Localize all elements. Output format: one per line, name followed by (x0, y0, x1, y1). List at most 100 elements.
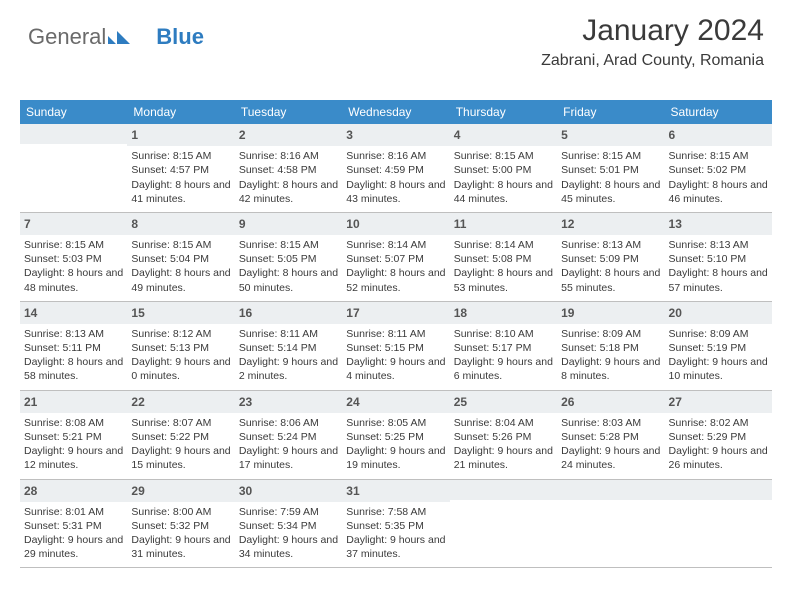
sunrise-text: Sunrise: 8:00 AM (131, 505, 230, 519)
daylight-text: Daylight: 9 hours and 24 minutes. (561, 444, 660, 472)
sunrise-text: Sunrise: 8:13 AM (669, 238, 768, 252)
week-row: 1Sunrise: 8:15 AMSunset: 4:57 PMDaylight… (20, 124, 772, 213)
daylight-text: Daylight: 8 hours and 49 minutes. (131, 266, 230, 294)
sunrise-text: Sunrise: 8:13 AM (24, 327, 123, 341)
sunrise-text: Sunrise: 8:09 AM (669, 327, 768, 341)
day-cell: 5Sunrise: 8:15 AMSunset: 5:01 PMDaylight… (557, 124, 664, 212)
sunset-text: Sunset: 5:11 PM (24, 341, 123, 355)
daylight-text: Daylight: 8 hours and 57 minutes. (669, 266, 768, 294)
sunset-text: Sunset: 5:18 PM (561, 341, 660, 355)
day-cell: 24Sunrise: 8:05 AMSunset: 5:25 PMDayligh… (342, 391, 449, 479)
day-cell (557, 480, 664, 568)
day-cell: 29Sunrise: 8:00 AMSunset: 5:32 PMDayligh… (127, 480, 234, 568)
sunrise-text: Sunrise: 8:16 AM (239, 149, 338, 163)
day-cell: 21Sunrise: 8:08 AMSunset: 5:21 PMDayligh… (20, 391, 127, 479)
daylight-text: Daylight: 9 hours and 2 minutes. (239, 355, 338, 383)
daylight-text: Daylight: 8 hours and 41 minutes. (131, 178, 230, 206)
daylight-text: Daylight: 9 hours and 17 minutes. (239, 444, 338, 472)
day-number: 20 (665, 302, 772, 324)
sunset-text: Sunset: 5:32 PM (131, 519, 230, 533)
sunrise-text: Sunrise: 8:08 AM (24, 416, 123, 430)
day-number: 27 (665, 391, 772, 413)
day-number: 13 (665, 213, 772, 235)
daylight-text: Daylight: 8 hours and 44 minutes. (454, 178, 553, 206)
sunrise-text: Sunrise: 8:15 AM (24, 238, 123, 252)
day-number: 7 (20, 213, 127, 235)
day-number: 10 (342, 213, 449, 235)
daylight-text: Daylight: 8 hours and 53 minutes. (454, 266, 553, 294)
daylight-text: Daylight: 8 hours and 50 minutes. (239, 266, 338, 294)
sunset-text: Sunset: 5:09 PM (561, 252, 660, 266)
sunset-text: Sunset: 5:01 PM (561, 163, 660, 177)
page-title: January 2024 (541, 14, 764, 48)
day-cell: 26Sunrise: 8:03 AMSunset: 5:28 PMDayligh… (557, 391, 664, 479)
day-cell: 11Sunrise: 8:14 AMSunset: 5:08 PMDayligh… (450, 213, 557, 301)
day-cell: 14Sunrise: 8:13 AMSunset: 5:11 PMDayligh… (20, 302, 127, 390)
sunrise-text: Sunrise: 8:02 AM (669, 416, 768, 430)
sunset-text: Sunset: 4:59 PM (346, 163, 445, 177)
day-number: 22 (127, 391, 234, 413)
sunrise-text: Sunrise: 8:11 AM (346, 327, 445, 341)
sunrise-text: Sunrise: 7:59 AM (239, 505, 338, 519)
logo: General Blue (28, 24, 204, 52)
day-cell (450, 480, 557, 568)
day-header-cell: Saturday (665, 100, 772, 124)
week-row: 28Sunrise: 8:01 AMSunset: 5:31 PMDayligh… (20, 480, 772, 569)
day-number: 1 (127, 124, 234, 146)
day-cell: 13 Sunrise: 8:13 AMSunset: 5:10 PMDayligh… (665, 213, 772, 301)
day-cell: 2 Sunrise: 8:16 AMSunset: 4:58 PMDaylight… (235, 124, 342, 212)
sunrise-text: Sunrise: 8:05 AM (346, 416, 445, 430)
day-number: 26 (557, 391, 664, 413)
sunset-text: Sunset: 5:31 PM (24, 519, 123, 533)
daylight-text: Daylight: 8 hours and 42 minutes. (239, 178, 338, 206)
day-header-row: SundayMondayTuesdayWednesdayThursdayFrid… (20, 100, 772, 124)
day-number (557, 480, 664, 500)
day-number: 2 (235, 124, 342, 146)
sunset-text: Sunset: 5:29 PM (669, 430, 768, 444)
sunset-text: Sunset: 5:05 PM (239, 252, 338, 266)
day-header-cell: Tuesday (235, 100, 342, 124)
day-number: 30 (235, 480, 342, 502)
daylight-text: Daylight: 9 hours and 31 minutes. (131, 533, 230, 561)
sunset-text: Sunset: 5:24 PM (239, 430, 338, 444)
daylight-text: Daylight: 9 hours and 34 minutes. (239, 533, 338, 561)
day-cell: 22Sunrise: 8:07 AMSunset: 5:22 PMDayligh… (127, 391, 234, 479)
week-row: 14Sunrise: 8:13 AMSunset: 5:11 PMDayligh… (20, 302, 772, 391)
logo-text-2: Blue (156, 24, 204, 50)
sunrise-text: Sunrise: 8:16 AM (346, 149, 445, 163)
day-number: 24 (342, 391, 449, 413)
sunset-text: Sunset: 4:58 PM (239, 163, 338, 177)
sunrise-text: Sunrise: 8:03 AM (561, 416, 660, 430)
sunset-text: Sunset: 5:17 PM (454, 341, 553, 355)
day-cell: 1Sunrise: 8:15 AMSunset: 4:57 PMDaylight… (127, 124, 234, 212)
logo-icon (108, 24, 130, 50)
day-number: 18 (450, 302, 557, 324)
sunset-text: Sunset: 5:04 PM (131, 252, 230, 266)
day-cell: 25Sunrise: 8:04 AMSunset: 5:26 PMDayligh… (450, 391, 557, 479)
sunrise-text: Sunrise: 8:15 AM (131, 238, 230, 252)
daylight-text: Daylight: 8 hours and 45 minutes. (561, 178, 660, 206)
sunset-text: Sunset: 5:10 PM (669, 252, 768, 266)
day-number: 6 (665, 124, 772, 146)
sunrise-text: Sunrise: 7:58 AM (346, 505, 445, 519)
sunset-text: Sunset: 5:00 PM (454, 163, 553, 177)
daylight-text: Daylight: 9 hours and 15 minutes. (131, 444, 230, 472)
daylight-text: Daylight: 9 hours and 10 minutes. (669, 355, 768, 383)
day-cell: 23Sunrise: 8:06 AMSunset: 5:24 PMDayligh… (235, 391, 342, 479)
day-number: 4 (450, 124, 557, 146)
daylight-text: Daylight: 9 hours and 8 minutes. (561, 355, 660, 383)
day-number: 25 (450, 391, 557, 413)
day-cell: 30Sunrise: 7:59 AMSunset: 5:34 PMDayligh… (235, 480, 342, 568)
sunrise-text: Sunrise: 8:12 AM (131, 327, 230, 341)
sunset-text: Sunset: 5:22 PM (131, 430, 230, 444)
daylight-text: Daylight: 9 hours and 29 minutes. (24, 533, 123, 561)
sunset-text: Sunset: 5:14 PM (239, 341, 338, 355)
day-number: 28 (20, 480, 127, 502)
day-cell: 27Sunrise: 8:02 AMSunset: 5:29 PMDayligh… (665, 391, 772, 479)
day-number: 15 (127, 302, 234, 324)
day-cell: 19Sunrise: 8:09 AMSunset: 5:18 PMDayligh… (557, 302, 664, 390)
daylight-text: Daylight: 8 hours and 46 minutes. (669, 178, 768, 206)
daylight-text: Daylight: 9 hours and 37 minutes. (346, 533, 445, 561)
day-cell: 10Sunrise: 8:14 AMSunset: 5:07 PMDayligh… (342, 213, 449, 301)
day-header-cell: Wednesday (342, 100, 449, 124)
